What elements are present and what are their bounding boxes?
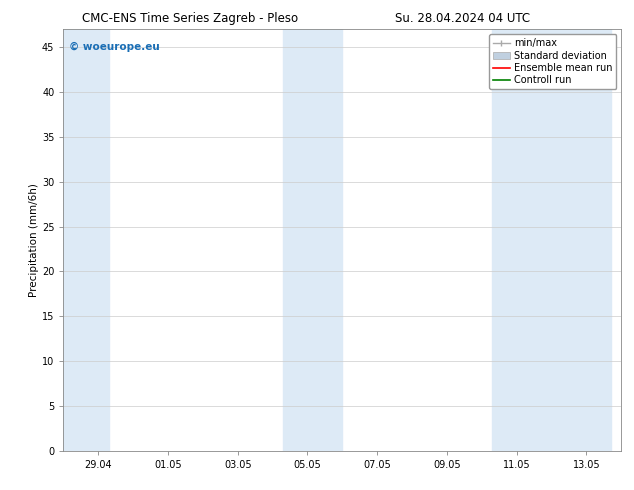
Legend: min/max, Standard deviation, Ensemble mean run, Controll run: min/max, Standard deviation, Ensemble me… [489, 34, 616, 89]
Bar [63, 29, 109, 451]
Y-axis label: Precipitation (mm/6h): Precipitation (mm/6h) [29, 183, 39, 297]
Text: Su. 28.04.2024 04 UTC: Su. 28.04.2024 04 UTC [395, 12, 531, 25]
Text: CMC-ENS Time Series Zagreb - Pleso: CMC-ENS Time Series Zagreb - Pleso [82, 12, 298, 25]
Text: © woeurope.eu: © woeurope.eu [69, 42, 160, 52]
Bar [493, 29, 611, 451]
Bar [283, 29, 342, 451]
